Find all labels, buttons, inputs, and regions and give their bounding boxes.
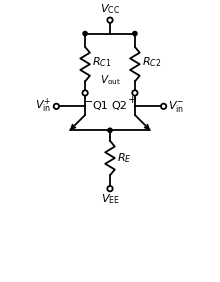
Text: $V_{\mathrm{CC}}$: $V_{\mathrm{CC}}$ [100,3,120,16]
Text: Q1: Q1 [93,101,108,111]
Text: $-$: $-$ [83,95,93,105]
Text: $V_{\mathrm{in}}^{+}$: $V_{\mathrm{in}}^{+}$ [35,97,51,115]
Text: Q2: Q2 [111,101,127,111]
Text: $V_{\mathrm{out}}$: $V_{\mathrm{out}}$ [100,73,120,87]
Text: $R_{C1}$: $R_{C1}$ [92,55,111,69]
Circle shape [83,32,87,36]
Text: $+$: $+$ [127,94,137,105]
Circle shape [133,32,137,36]
Circle shape [108,128,112,132]
Text: $R_{C2}$: $R_{C2}$ [142,55,161,69]
Text: $V_{\mathrm{EE}}$: $V_{\mathrm{EE}}$ [101,193,119,206]
Text: $V_{\mathrm{in}}^{-}$: $V_{\mathrm{in}}^{-}$ [169,99,185,114]
Text: $R_{E}$: $R_{E}$ [117,151,131,165]
